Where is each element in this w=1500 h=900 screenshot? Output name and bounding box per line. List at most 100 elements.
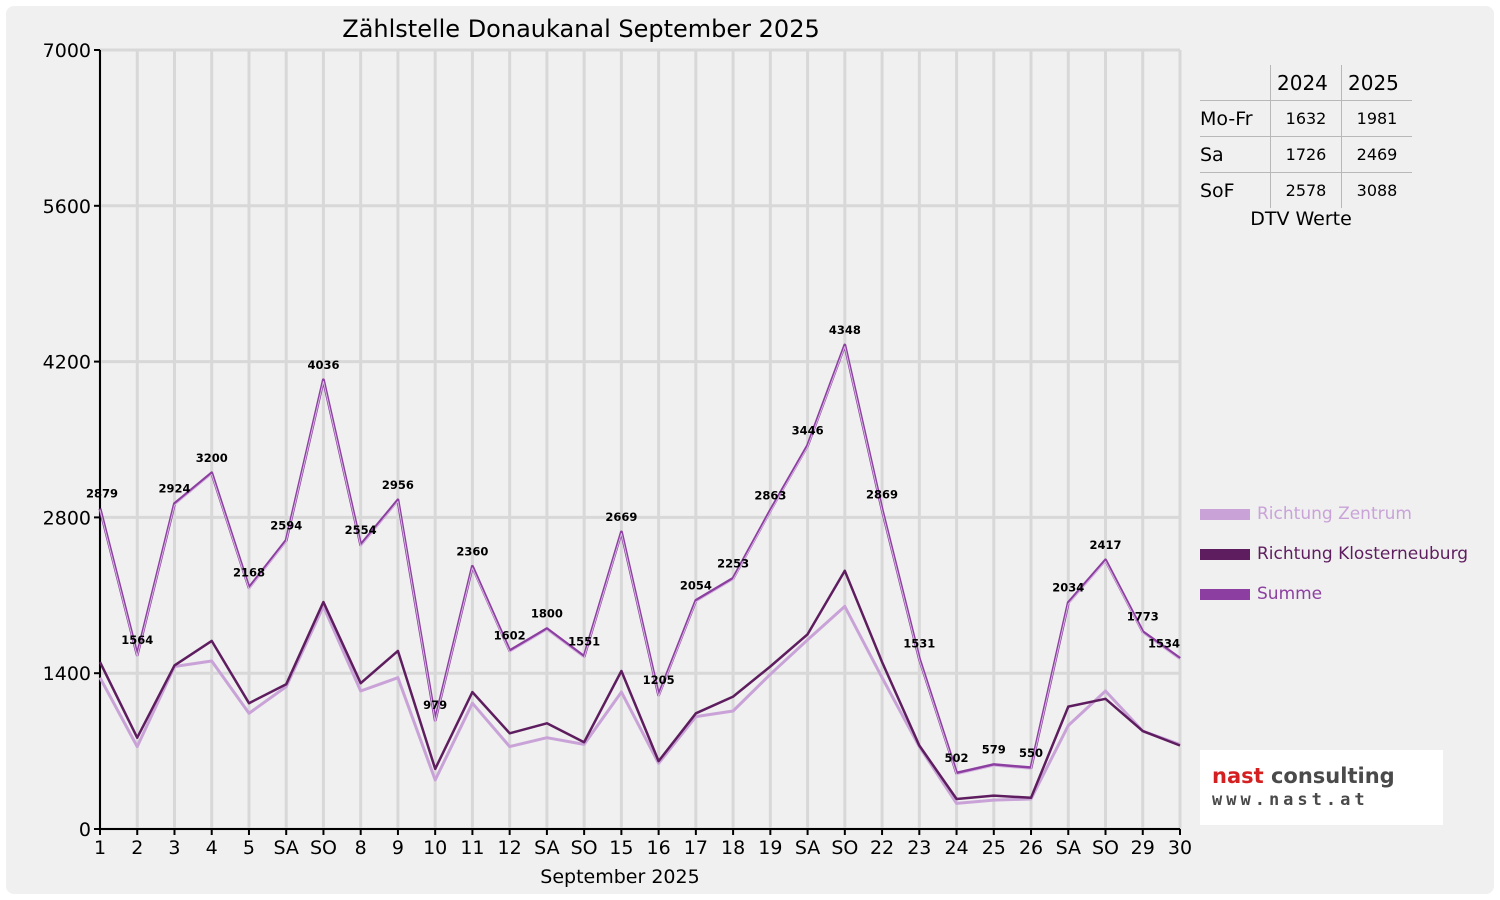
y-tick-label: 2800 — [43, 507, 91, 529]
data-label: 1531 — [903, 637, 935, 651]
x-tick-label: 15 — [609, 837, 633, 859]
dtv-row-label: SoF — [1200, 179, 1235, 202]
dtv-value: 2469 — [1341, 136, 1412, 173]
dtv-row-label: Mo-Fr — [1200, 100, 1271, 137]
plot-area — [100, 50, 1180, 829]
logo-url: www.nast.at — [1212, 790, 1369, 810]
y-tick-label: 4200 — [43, 352, 91, 374]
legend: Richtung Zentrum Richtung Klosterneuburg… — [1200, 494, 1468, 614]
data-label: 4036 — [307, 358, 339, 372]
dtv-caption: DTV Werte — [1250, 208, 1352, 230]
x-tick-label: SA — [534, 837, 559, 859]
dtv-year-2025: 2025 — [1341, 65, 1412, 101]
x-tick-label: 10 — [423, 837, 447, 859]
x-tick-label: 4 — [206, 837, 218, 859]
x-tick-label: 2 — [131, 837, 143, 859]
data-label: 550 — [1019, 746, 1043, 760]
company-logo: nast consulting www.nast.at — [1200, 750, 1443, 825]
series-line-2 — [98, 569, 1181, 801]
x-tick-label: 26 — [1019, 837, 1043, 859]
x-tick-label: SO — [310, 837, 337, 859]
dtv-row-mofr: Mo-Fr 1632 1981 — [1200, 100, 1412, 137]
x-tick-label: 1 — [94, 837, 106, 859]
data-label: 1205 — [643, 673, 675, 687]
legend-swatch — [1200, 548, 1250, 560]
legend-swatch — [1200, 508, 1250, 520]
dtv-row-sa: Sa 1726 2469 — [1200, 136, 1412, 173]
x-tick-label: 24 — [944, 837, 968, 859]
data-label: 2594 — [270, 518, 302, 532]
x-tick-label: SO — [571, 837, 598, 859]
data-label: 2360 — [456, 544, 488, 558]
x-tick-label: 22 — [870, 837, 894, 859]
data-label: 2034 — [1052, 581, 1084, 595]
x-tick-label: 25 — [982, 837, 1006, 859]
dtv-value: 1981 — [1341, 100, 1412, 137]
data-label: 3200 — [196, 451, 228, 465]
series-line-1 — [98, 604, 1181, 805]
data-label: 2863 — [754, 488, 786, 502]
series-line-highlight — [99, 346, 1181, 776]
data-label: 2869 — [866, 488, 898, 502]
x-tick-label: 5 — [243, 837, 255, 859]
data-label: 979 — [423, 698, 447, 712]
x-tick-label: SA — [273, 837, 298, 859]
logo-name-part2: consulting — [1263, 764, 1395, 788]
data-label: 2054 — [680, 578, 712, 592]
dtv-year-2024: 2024 — [1270, 65, 1342, 101]
x-tick-label: SO — [1092, 837, 1119, 859]
data-label: 4348 — [829, 323, 861, 337]
dtv-header-row: 2024 2025 — [1200, 65, 1412, 101]
x-tick-label: 12 — [498, 837, 522, 859]
logo-name-part1: nast — [1212, 764, 1264, 788]
y-tick-label: 0 — [79, 819, 91, 841]
data-label: 1551 — [568, 634, 600, 648]
dtv-corner-cell — [1200, 65, 1271, 101]
logo-name: nast consulting — [1212, 764, 1395, 788]
x-tick-label: SA — [795, 837, 820, 859]
x-tick-label: 3 — [168, 837, 180, 859]
legend-item-klosterneuburg: Richtung Klosterneuburg — [1200, 534, 1468, 574]
x-tick-label: 16 — [647, 837, 671, 859]
legend-item-summe: Summe — [1200, 574, 1468, 614]
data-label: 2253 — [717, 556, 749, 570]
x-axis-label: September 2025 — [540, 866, 699, 888]
data-label: 2924 — [158, 482, 190, 496]
data-label: 2879 — [86, 487, 118, 501]
y-tick-label: 1400 — [43, 663, 91, 685]
x-tick-label: 11 — [460, 837, 484, 859]
x-tick-label: SA — [1056, 837, 1081, 859]
legend-label: Summe — [1257, 584, 1323, 604]
x-tick-label: 8 — [355, 837, 367, 859]
dtv-value: 2578 — [1270, 172, 1342, 208]
legend-item-zentrum: Richtung Zentrum — [1200, 494, 1468, 534]
x-tick-label: 18 — [721, 837, 745, 859]
data-label: 1564 — [121, 633, 153, 647]
legend-label: Richtung Zentrum — [1257, 504, 1412, 524]
y-tick-label: 7000 — [43, 40, 91, 62]
legend-swatch — [1200, 588, 1250, 600]
dtv-row-label: Sa — [1200, 136, 1271, 173]
x-tick-label: 23 — [907, 837, 931, 859]
x-tick-label: 9 — [392, 837, 404, 859]
x-tick-label: 30 — [1168, 837, 1192, 859]
dtv-table: 2024 2025 Mo-Fr 1632 1981 Sa 1726 2469 S… — [1200, 65, 1412, 208]
dtv-row-sof: SoF 2578 3088 — [1200, 172, 1412, 208]
data-label: 2417 — [1090, 538, 1122, 552]
dtv-value: 1726 — [1270, 136, 1342, 173]
data-label: 1800 — [531, 607, 563, 621]
data-label: 502 — [945, 751, 969, 765]
data-label: 2669 — [605, 510, 637, 524]
dtv-value: 1632 — [1270, 100, 1342, 137]
data-label: 1534 — [1148, 636, 1180, 650]
legend-label: Richtung Klosterneuburg — [1257, 544, 1469, 564]
y-tick-label: 5600 — [43, 196, 91, 218]
data-label: 579 — [982, 743, 1006, 757]
chart-title: Zählstelle Donaukanal September 2025 — [342, 15, 820, 43]
data-label: 3446 — [792, 424, 824, 438]
x-tick-label: 17 — [684, 837, 708, 859]
data-label: 1602 — [494, 629, 526, 643]
data-label: 2168 — [233, 566, 265, 580]
x-tick-label: 19 — [758, 837, 782, 859]
